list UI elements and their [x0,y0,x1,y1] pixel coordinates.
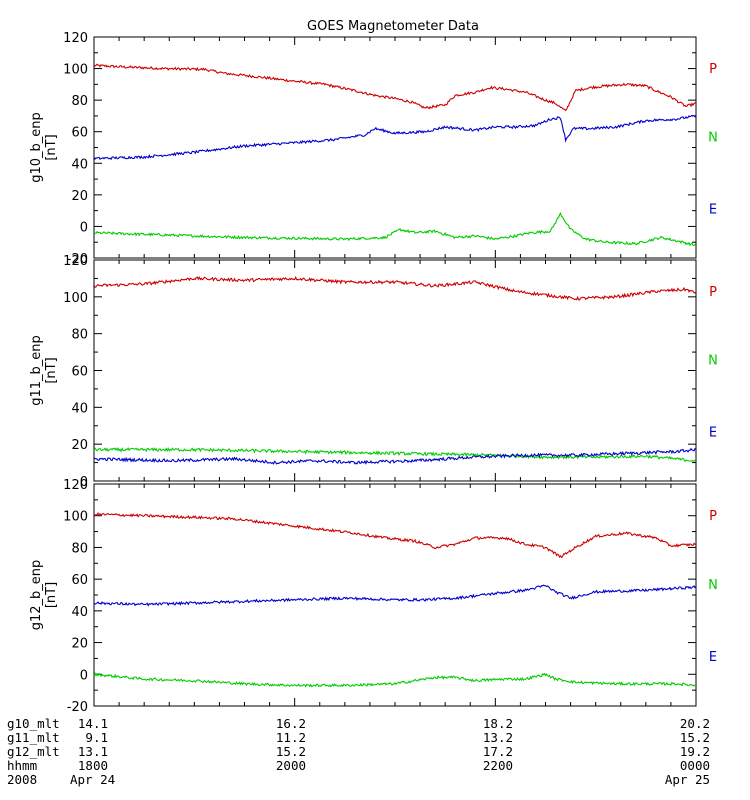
y-tick-label: -20 [67,252,88,267]
panel-0: -20 0 20 40 60 80 100 120 g10_b_enp [nT] P N E [29,31,718,267]
y-tick-label: 60 [71,573,88,588]
x-row-label: g10_mlt [7,716,60,731]
x-row-value: 15.2 [276,744,306,759]
chart-title: GOES Magnetometer Data [307,19,479,34]
x-row-value: 11.2 [276,730,306,745]
y-tick-label: 20 [71,189,88,204]
series-line-e [94,447,696,465]
y-tick-label: 40 [71,401,88,416]
panel-2: -20 0 20 40 60 80 100 120 g12_b_enp [nT] P N E [29,478,718,715]
series-line-p [94,512,696,559]
series-line-e [94,114,696,161]
y-tick-label: 100 [63,510,88,525]
series-line-n [94,447,696,463]
y-tick-label: 60 [71,126,88,141]
y-tick-label: 100 [63,291,88,306]
legend-label-p: P [709,62,717,77]
x-row-value: 17.2 [483,744,513,759]
y-axis-label: g12_b_enp [29,560,44,631]
series-line-p [94,275,696,301]
panel-frame [93,259,697,482]
legend-label-p: P [709,285,717,300]
x-row-value: 13.2 [483,730,513,745]
y-tick-label: 120 [63,478,88,493]
legend-label-e: E [709,425,717,440]
y-tick-label: 40 [71,605,88,620]
y-axis-label: g11_b_enp [29,335,44,406]
x-row-value: 15.2 [680,730,710,745]
y-tick-label: 20 [71,438,88,453]
series-line-n [94,212,696,247]
y-tick-label: 120 [63,31,88,46]
x-row-value: Apr 25 [665,772,710,787]
series-line-n [94,672,696,688]
y-tick-label: 60 [71,365,88,380]
x-row-value: 20.2 [680,716,710,731]
y-tick-label: 0 [80,475,88,490]
x-row-value: 1800 [78,758,108,773]
legend-label-p: P [709,509,717,524]
legend-label-n: N [708,354,718,369]
y-tick-label: 80 [71,541,88,556]
panel-1: 0 20 40 60 80 100 120 g11_b_enp [nT] P N E [29,254,718,490]
x-row-label: g11_mlt [7,730,60,745]
y-axis-unit: [nT] [44,357,59,383]
x-row-label: 2008 [7,772,37,787]
x-row-value: 2200 [483,758,513,773]
x-row-label: g12_mlt [7,744,60,759]
y-axis-unit: [nT] [44,134,59,160]
x-row-value: 18.2 [483,716,513,731]
legend-label-n: N [708,578,718,593]
x-row-value: 16.2 [276,716,306,731]
x-row-value: 0000 [680,758,710,773]
legend-label-e: E [709,650,717,665]
x-row-label: hhmm [7,758,37,773]
y-tick-label: 80 [71,328,88,343]
x-row-value: 14.1 [78,716,108,731]
y-tick-label: 80 [71,94,88,109]
series-line-e [94,584,696,607]
y-tick-label: -20 [67,700,88,715]
series-line-p [94,63,696,112]
y-axis-label: g10_b_enp [29,112,44,183]
x-row-value: 2000 [276,758,306,773]
panel-frame [93,36,697,259]
x-row-value: 19.2 [680,744,710,759]
y-tick-label: 20 [71,637,88,652]
y-tick-label: 0 [80,220,88,235]
y-axis-unit: [nT] [44,582,59,608]
y-tick-label: 100 [63,63,88,78]
legend-label-e: E [709,202,717,217]
y-tick-label: 120 [63,254,88,269]
legend-label-n: N [708,131,718,146]
x-row-value: 9.1 [85,730,108,745]
x-row-value: 13.1 [78,744,108,759]
y-tick-label: 0 [80,668,88,683]
x-row-value: Apr 24 [70,772,115,787]
y-tick-label: 40 [71,157,88,172]
